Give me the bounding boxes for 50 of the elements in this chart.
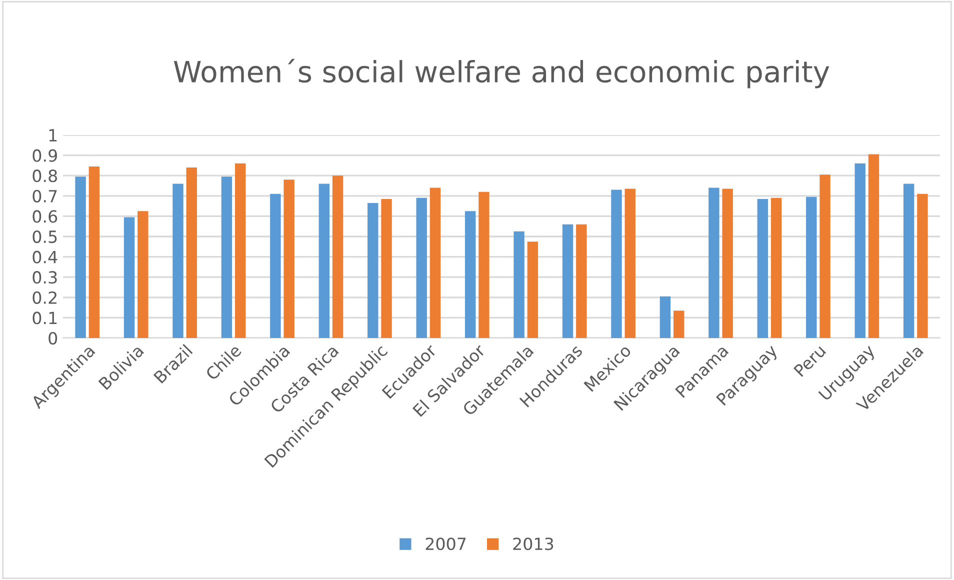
bar — [75, 176, 86, 338]
bar — [527, 242, 538, 338]
bar — [88, 166, 100, 338]
bar — [332, 176, 344, 338]
bar — [806, 196, 817, 338]
bar — [368, 203, 378, 338]
y-tick-label: 0.3 — [32, 271, 57, 284]
y-tick-label: 0.4 — [32, 250, 58, 264]
legend-label: 2007 — [426, 538, 466, 550]
bar — [708, 188, 720, 338]
y-tick-label: 0 — [48, 332, 58, 345]
bar — [854, 163, 866, 338]
bar — [430, 188, 441, 338]
bar — [562, 224, 574, 338]
bar — [221, 176, 232, 338]
y-tick-label: 0.6 — [32, 210, 58, 223]
y-tick-label: 0.1 — [32, 312, 57, 324]
bar — [270, 194, 281, 338]
bar — [673, 310, 684, 338]
y-tick-label: 0.2 — [32, 291, 56, 304]
bar — [381, 198, 392, 338]
bar — [284, 180, 294, 338]
y-tick-label: 0.9 — [32, 149, 57, 162]
legend-label: 2013 — [513, 538, 554, 550]
bar — [820, 174, 830, 338]
bar — [611, 190, 622, 338]
bar — [172, 184, 184, 338]
bar — [722, 188, 733, 338]
bar — [186, 167, 197, 338]
bar — [138, 211, 148, 338]
y-tick-label: 0.7 — [32, 190, 57, 202]
bar — [318, 184, 330, 338]
bar — [917, 194, 928, 338]
bar — [464, 211, 476, 338]
bar — [234, 163, 246, 338]
chart-title: Women´s social welfare and economic parity — [174, 58, 830, 88]
y-tick-label: 0.8 — [32, 170, 57, 182]
bar — [868, 154, 880, 338]
y-tick-label: 0.5 — [32, 230, 57, 244]
bar — [757, 198, 768, 338]
bar — [770, 198, 782, 338]
bar — [660, 296, 671, 338]
bar — [124, 217, 135, 338]
bar — [624, 188, 636, 338]
bar — [576, 224, 587, 338]
y-tick-label: 1 — [49, 129, 57, 142]
bar — [416, 198, 427, 338]
bar — [478, 192, 490, 338]
bar — [903, 184, 914, 338]
bar — [514, 231, 524, 338]
